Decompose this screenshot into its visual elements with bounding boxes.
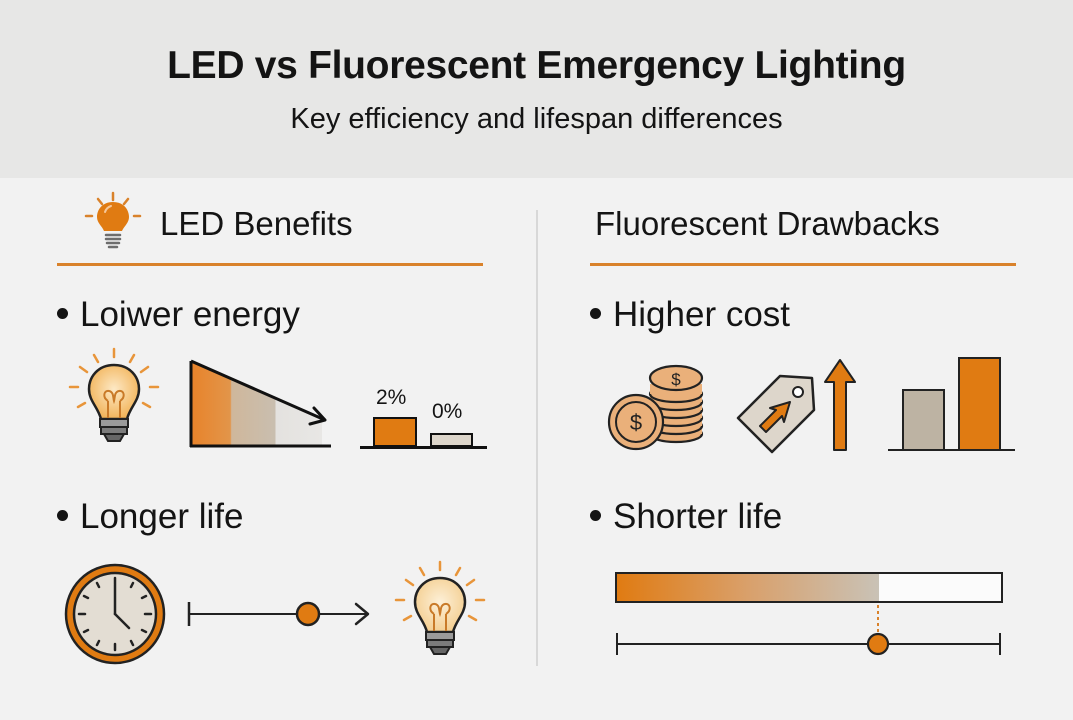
svg-text:$: $ xyxy=(671,370,681,389)
header-banner: LED vs Fluorescent Emergency Lighting Ke… xyxy=(0,0,1073,178)
bullet-longer-life: Longer life xyxy=(57,497,243,537)
bullet-dot xyxy=(590,308,601,320)
bullet-label: Higher cost xyxy=(613,295,791,334)
led-benefits-heading: LED Benefits xyxy=(160,205,353,242)
timeline-marker-icon xyxy=(614,603,1006,659)
page-title: LED vs Fluorescent Emergency Lighting xyxy=(167,44,906,87)
bar-fluorescent xyxy=(430,433,473,447)
bullet-dot xyxy=(57,308,68,320)
bullet-higher-cost: Higher cost xyxy=(590,295,790,335)
bar-baseline xyxy=(888,449,1015,451)
bullet-dot xyxy=(590,510,601,522)
fluorescent-drawbacks-heading: Fluorescent Drawbacks xyxy=(595,205,940,242)
fluorescent-heading-underline xyxy=(590,263,1016,266)
lifespan-progress-bar xyxy=(615,572,1003,603)
bullet-label: Loiwer energy xyxy=(80,295,300,334)
bullet-shorter-life: Shorter life xyxy=(590,497,782,537)
column-divider xyxy=(536,210,538,666)
bar-led-cost xyxy=(902,389,945,451)
bullet-label: Shorter life xyxy=(613,497,783,536)
glowing-lightbulb-icon xyxy=(388,558,492,670)
clock-icon xyxy=(63,562,167,666)
decreasing-gradient-chart-icon xyxy=(188,358,333,450)
bar-label-fluorescent: 0% xyxy=(432,400,463,423)
bar-fluorescent-cost xyxy=(958,357,1001,451)
svg-text:$: $ xyxy=(630,410,642,435)
bullet-dot xyxy=(57,510,68,522)
bar-label-led: 2% xyxy=(376,386,407,409)
price-tag-icon xyxy=(734,370,824,456)
timeline-arrow-icon xyxy=(186,594,372,634)
bar-baseline xyxy=(360,446,487,449)
up-arrow-icon xyxy=(822,358,858,452)
lifespan-progress-fill xyxy=(617,574,879,601)
cost-bar-chart xyxy=(888,352,1016,452)
coin-stack-icon: $ $ xyxy=(606,362,706,452)
led-heading-bulb-icon xyxy=(84,190,144,252)
energy-mini-bar-chart: 2% 0% xyxy=(360,380,490,452)
page-subtitle: Key efficiency and lifespan differences xyxy=(290,103,783,135)
bullet-label: Longer life xyxy=(80,497,244,536)
bullet-lower-energy: Loiwer energy xyxy=(57,295,300,335)
bar-led xyxy=(373,417,417,447)
glowing-lightbulb-icon xyxy=(64,345,164,457)
led-heading-underline xyxy=(57,263,483,266)
